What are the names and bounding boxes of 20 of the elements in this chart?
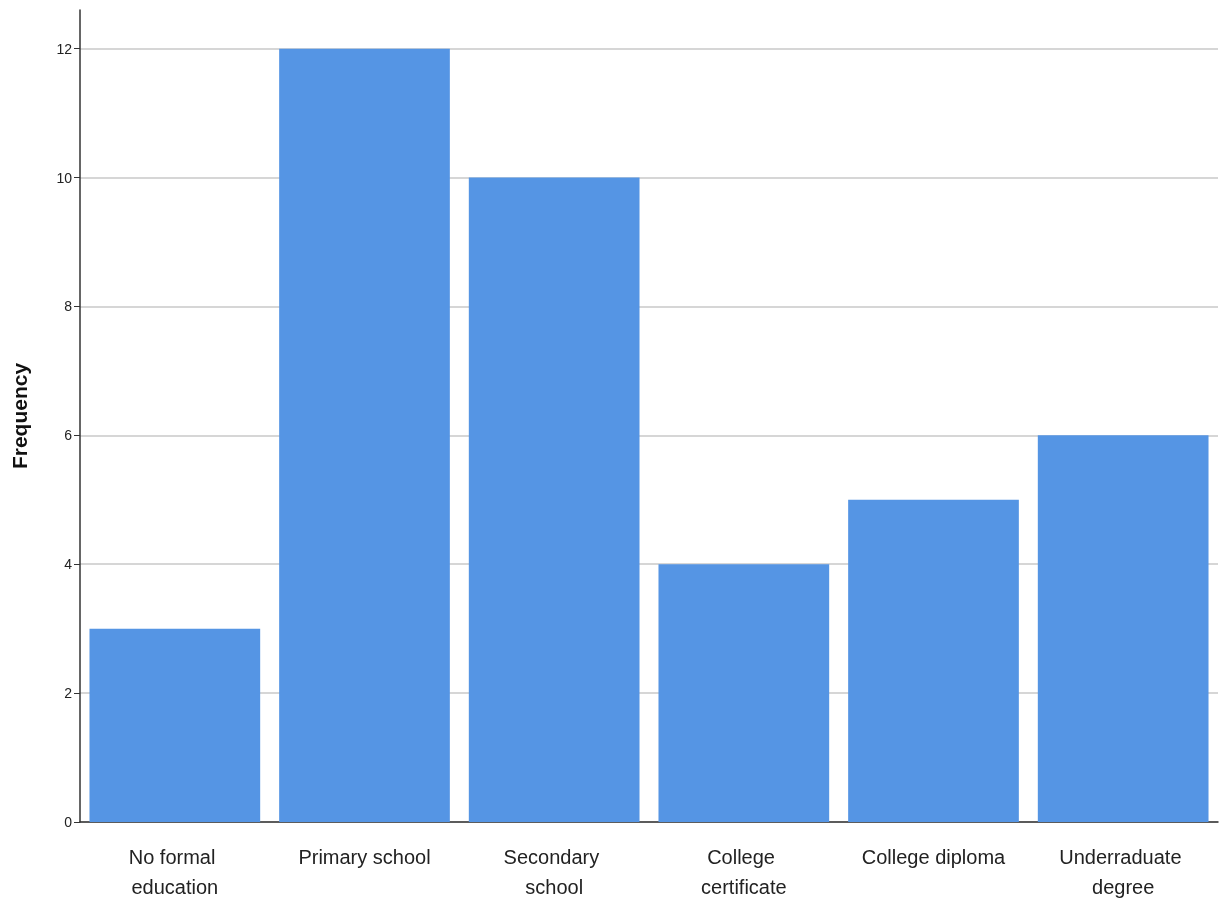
y-tick-label: 10 (56, 169, 73, 186)
y-tick-label: 4 (64, 556, 73, 573)
bar (658, 564, 830, 822)
bar (1037, 435, 1209, 822)
y-tick-label: 0 (64, 814, 73, 830)
x-tick-label: Secondary school (503, 846, 605, 898)
x-tick-label: College diploma (861, 846, 1007, 868)
x-tick-label: College certificate (701, 846, 787, 898)
x-tick-label: Primary school (298, 846, 431, 868)
bar (468, 177, 640, 822)
x-tick-label: No formal education (128, 846, 221, 898)
y-tick-label: 12 (56, 40, 73, 57)
bar (89, 628, 261, 822)
x-tick-label: Underraduate degree (1059, 846, 1188, 898)
bar (848, 499, 1019, 822)
y-tick-label: 8 (64, 298, 73, 315)
y-tick-label: 2 (64, 685, 73, 702)
y-axis-title: Frequency (8, 362, 31, 470)
y-tick-label: 6 (64, 427, 73, 444)
bar (279, 48, 450, 822)
